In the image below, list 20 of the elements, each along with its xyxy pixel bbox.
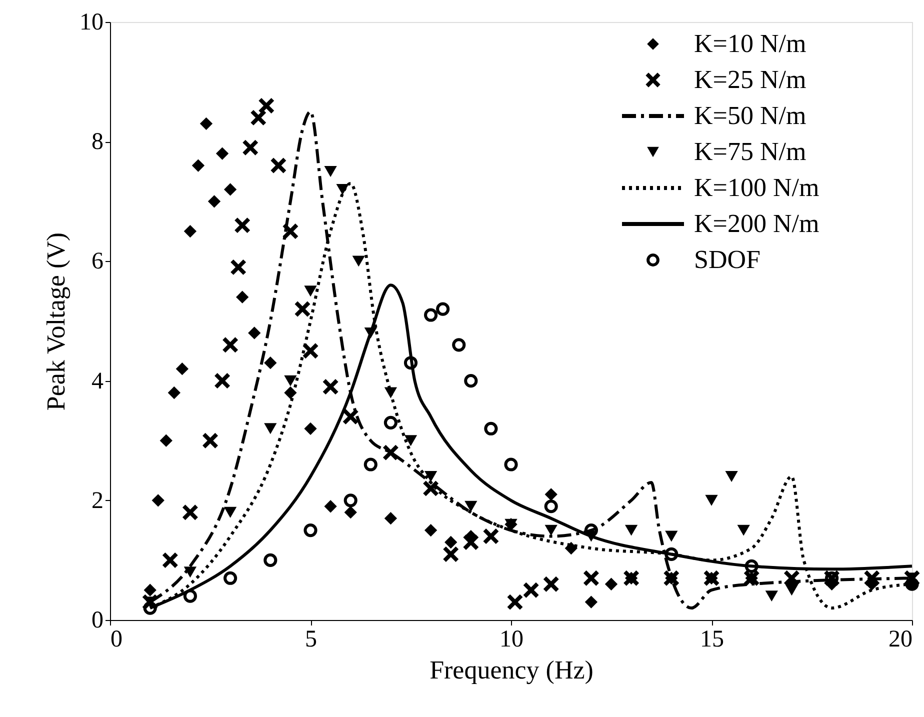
legend-label: K=200 N/m (694, 209, 820, 238)
legend-label: K=25 N/m (694, 65, 806, 94)
x-tick-label: 0 (110, 626, 122, 652)
y-tick-label: 8 (92, 129, 104, 156)
legend-label: K=75 N/m (694, 137, 806, 166)
legend-label: SDOF (694, 245, 760, 274)
y-tick-label: 6 (92, 248, 104, 275)
x-tick-label: 15 (700, 626, 724, 652)
y-tick-label: 4 (92, 368, 104, 394)
x-tick-label: 10 (500, 626, 524, 652)
y-tick-label: 2 (92, 488, 104, 514)
legend-label: K=50 N/m (694, 101, 806, 130)
x-tick-label: 5 (305, 626, 317, 652)
y-tick-label: 10 (80, 10, 104, 36)
x-tick-label: 20 (888, 626, 912, 652)
x-axis-title: Frequency (Hz) (430, 656, 594, 684)
y-axis-title: Peak Voltage (V) (42, 232, 70, 411)
y-tick-label: 0 (92, 608, 104, 634)
legend-label: K=10 N/m (694, 29, 806, 58)
legend-label: K=100 N/m (694, 173, 820, 202)
